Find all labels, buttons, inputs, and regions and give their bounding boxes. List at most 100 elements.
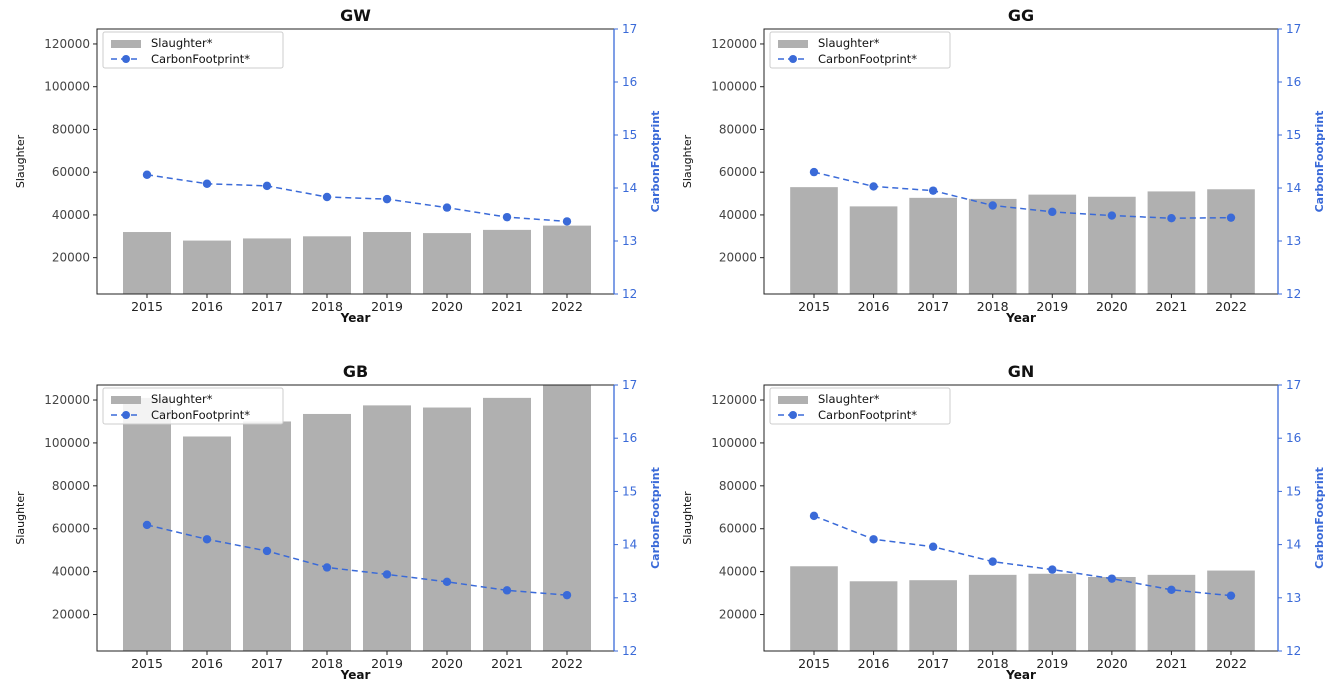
- y-tick-label: 20000: [719, 608, 757, 622]
- line-point-gw-2017: [262, 181, 272, 191]
- x-tick-label: 2021: [1156, 656, 1188, 671]
- chart-panel-gb: 2015 2016 2017 2018 2019 2020 2021 2022 20000 400…: [14, 362, 662, 682]
- line-point-gw-2022: [562, 217, 572, 226]
- plot-frame: [763, 28, 1279, 295]
- line-point-gg-2019: [1048, 207, 1057, 217]
- legend-box: [769, 387, 951, 425]
- y-tick-label: 40000: [719, 565, 757, 579]
- bar-gg-2021: [1147, 191, 1196, 294]
- x-tick-label: 2019: [1036, 656, 1068, 671]
- line-point-gn-2020: [1107, 574, 1117, 583]
- bar-gw-2020: [423, 233, 471, 294]
- chart-panel-gw: 2015 2016 2017 2018 2019 2020 2021 2022 20000 400…: [14, 6, 662, 325]
- line-point-gg-2015: [809, 167, 819, 177]
- line-point-gw-2018: [322, 192, 332, 202]
- legend-line-marker: [122, 55, 130, 63]
- line-point-gw-2015: [142, 170, 152, 179]
- bar-gg-2022: [1207, 189, 1255, 294]
- y2-tick-label: 12: [622, 644, 637, 658]
- legend-line-marker: [122, 411, 130, 419]
- legend-box: [102, 387, 284, 425]
- x-tick-label: 2019: [371, 299, 403, 314]
- line-point-gb-2015: [142, 520, 152, 530]
- x-tick-label: 2021: [491, 656, 523, 671]
- carbon-footprint-line: [146, 174, 568, 223]
- bar-gg-2016: [849, 206, 898, 294]
- y-tick-label: 80000: [719, 479, 757, 493]
- line-point-gb-2022: [562, 590, 572, 600]
- line-point-gn-2018: [988, 557, 997, 566]
- x-tick-label: 2015: [798, 656, 830, 671]
- bar-gn-2020: [1088, 576, 1136, 651]
- y2-tick-label: 13: [1286, 234, 1301, 248]
- bar-gn-2015: [790, 566, 838, 651]
- line-point-gg-2017: [928, 186, 938, 195]
- x-axis-label: Year: [340, 311, 371, 325]
- carbon-footprint-line: [813, 171, 1232, 219]
- line-point-gn-2022: [1226, 591, 1236, 600]
- x-tick-label: 2022: [551, 299, 583, 314]
- plot-frame: [763, 384, 1279, 652]
- y2-tick-label: 12: [1286, 644, 1301, 658]
- bar-gb-2021: [483, 397, 531, 651]
- line-point-gw-2020: [442, 203, 452, 212]
- carbon-footprint-line: [813, 515, 1232, 597]
- y2-tick-label: 13: [622, 234, 637, 248]
- x-tick-label: 2020: [1096, 299, 1128, 314]
- x-axis-label: Year: [1005, 668, 1036, 682]
- plot-frame: [96, 384, 615, 652]
- y2-tick-label: 12: [622, 287, 637, 301]
- line-point-gg-2022: [1226, 213, 1236, 222]
- y-tick-label: 40000: [52, 208, 90, 222]
- line-point-gg-2021: [1167, 214, 1176, 223]
- x-tick-label: 2018: [311, 656, 343, 671]
- x-tick-label: 2018: [977, 299, 1009, 314]
- line-point-gw-2016: [202, 179, 212, 188]
- bar-gb-2018: [303, 413, 351, 651]
- y-axis-label: Slaughter: [681, 491, 694, 545]
- x-tick-label: 2019: [371, 656, 403, 671]
- line-point-gb-2020: [442, 577, 452, 587]
- bar-gg-2018: [968, 198, 1017, 294]
- line-point-gn-2016: [869, 535, 878, 544]
- y2-axis-label: CarbonFootprint: [649, 111, 662, 213]
- bar-gb-2017: [243, 421, 291, 651]
- bar-gg-2017: [909, 197, 957, 294]
- y-tick-label: 20000: [719, 251, 757, 265]
- x-tick-label: 2016: [858, 299, 890, 314]
- bar-gb-2016: [183, 436, 231, 651]
- legend-box: [769, 31, 951, 69]
- line-point-gg-2016: [869, 182, 878, 191]
- bar-gw-2016: [183, 240, 231, 294]
- x-tick-label: 2022: [551, 656, 583, 671]
- legend-bar-swatch: [111, 396, 141, 404]
- bar-gw-2018: [303, 236, 351, 294]
- x-tick-label: 2021: [491, 299, 523, 314]
- line-point-gn-2017: [928, 542, 938, 551]
- line-point-gb-2018: [322, 563, 332, 572]
- y-tick-label: 60000: [52, 522, 90, 536]
- y2-tick-label: 14: [622, 181, 637, 195]
- y-tick-label: 80000: [52, 122, 90, 136]
- chart-panel-gn: 2015 2016 2017 2018 2019 2020 2021 2022 20000 400…: [681, 362, 1326, 682]
- line-point-gb-2019: [382, 570, 392, 579]
- y-tick-label: 80000: [719, 122, 757, 136]
- x-tick-label: 2022: [1215, 656, 1247, 671]
- x-tick-label: 2016: [191, 656, 223, 671]
- y2-tick-label: 14: [622, 538, 637, 552]
- y-tick-label: 40000: [719, 208, 757, 222]
- bar-gn-2017: [909, 580, 957, 651]
- carbon-footprint-line: [146, 524, 568, 596]
- line-point-gg-2020: [1107, 211, 1117, 220]
- y2-tick-label: 17: [622, 378, 637, 392]
- y2-axis-label: CarbonFootprint: [649, 467, 662, 569]
- y2-tick-label: 12: [1286, 287, 1301, 301]
- line-point-gb-2021: [502, 586, 512, 595]
- y-axis-label: Slaughter: [14, 491, 27, 545]
- line-point-gg-2018: [988, 201, 997, 210]
- x-tick-label: 2016: [191, 299, 223, 314]
- legend-label-carbon: CarbonFootprint*: [818, 408, 917, 422]
- y-tick-label: 120000: [711, 37, 757, 51]
- y2-tick-label: 13: [622, 591, 637, 605]
- bar-gw-2022: [543, 225, 591, 294]
